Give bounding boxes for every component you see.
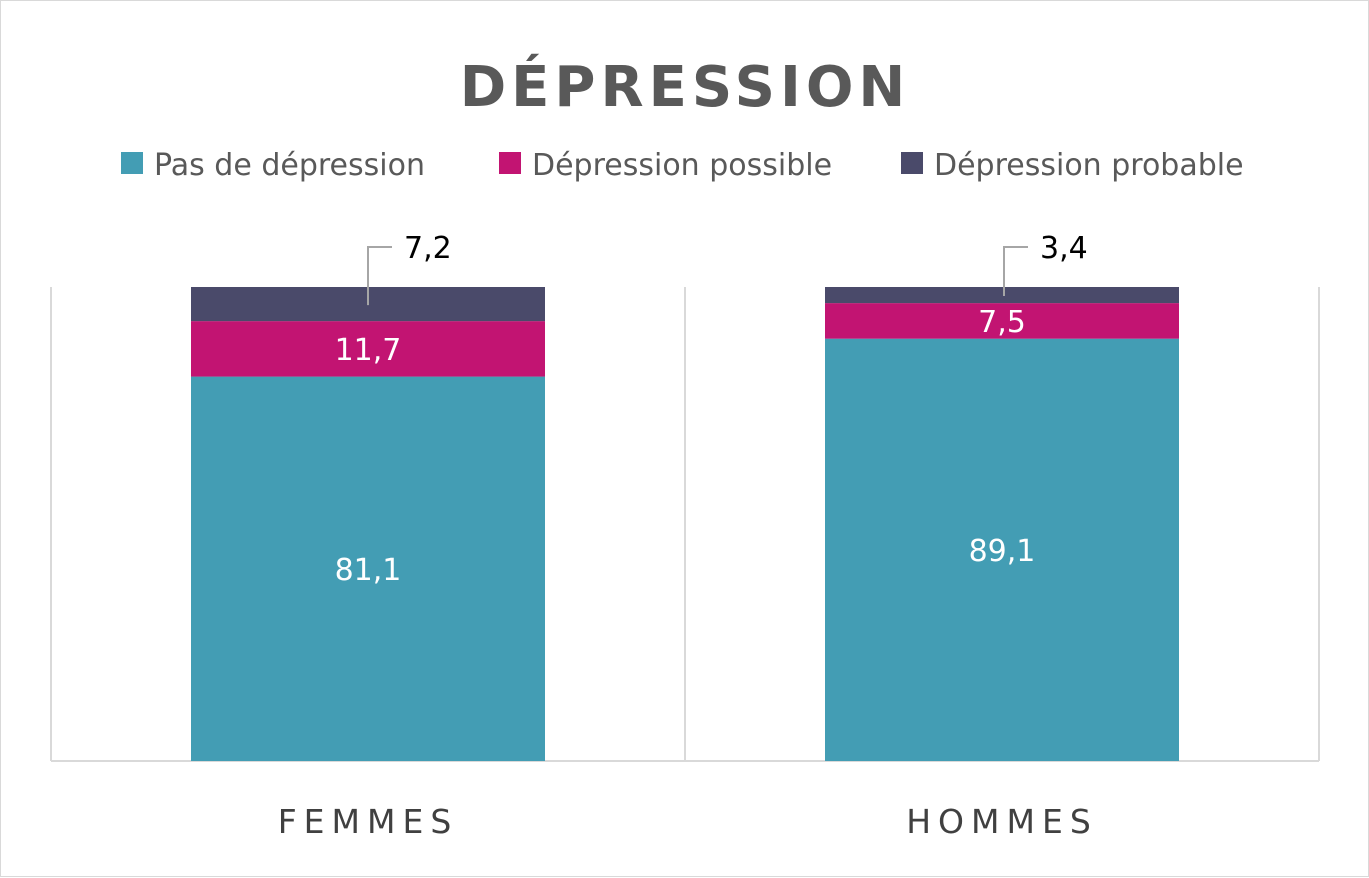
legend-label: Dépression possible — [532, 148, 832, 183]
bar-segment — [825, 303, 1179, 339]
bar-segment — [825, 287, 1179, 304]
category-label: FEMMES — [278, 802, 459, 841]
data-label: 7,5 — [978, 305, 1026, 340]
data-label: 3,4 — [1040, 231, 1088, 266]
legend-label: Pas de dépression — [154, 148, 425, 183]
legend-label: Dépression probable — [934, 148, 1244, 183]
bar-segment — [191, 376, 545, 761]
category-label: HOMMES — [906, 802, 1098, 841]
bar-segment — [825, 338, 1179, 761]
legend-swatch — [499, 152, 521, 174]
data-label: 11,7 — [335, 333, 402, 368]
leader-line — [367, 246, 392, 306]
chart-title: DÉPRESSION — [460, 54, 911, 120]
legend-swatch — [121, 152, 143, 174]
data-label: 81,1 — [335, 553, 402, 588]
data-label: 7,2 — [404, 231, 452, 266]
data-label: 89,1 — [969, 534, 1036, 569]
plot-area: 81,1 11,7 7,2 FEMMES 89,1 7,5 3,4 HOMMES — [50, 231, 1320, 841]
bar-segment — [191, 321, 545, 377]
legend: Pas de dépression Dépression possible Dépr… — [121, 148, 1244, 183]
leader-line — [1003, 246, 1028, 297]
legend-swatch — [901, 152, 923, 174]
